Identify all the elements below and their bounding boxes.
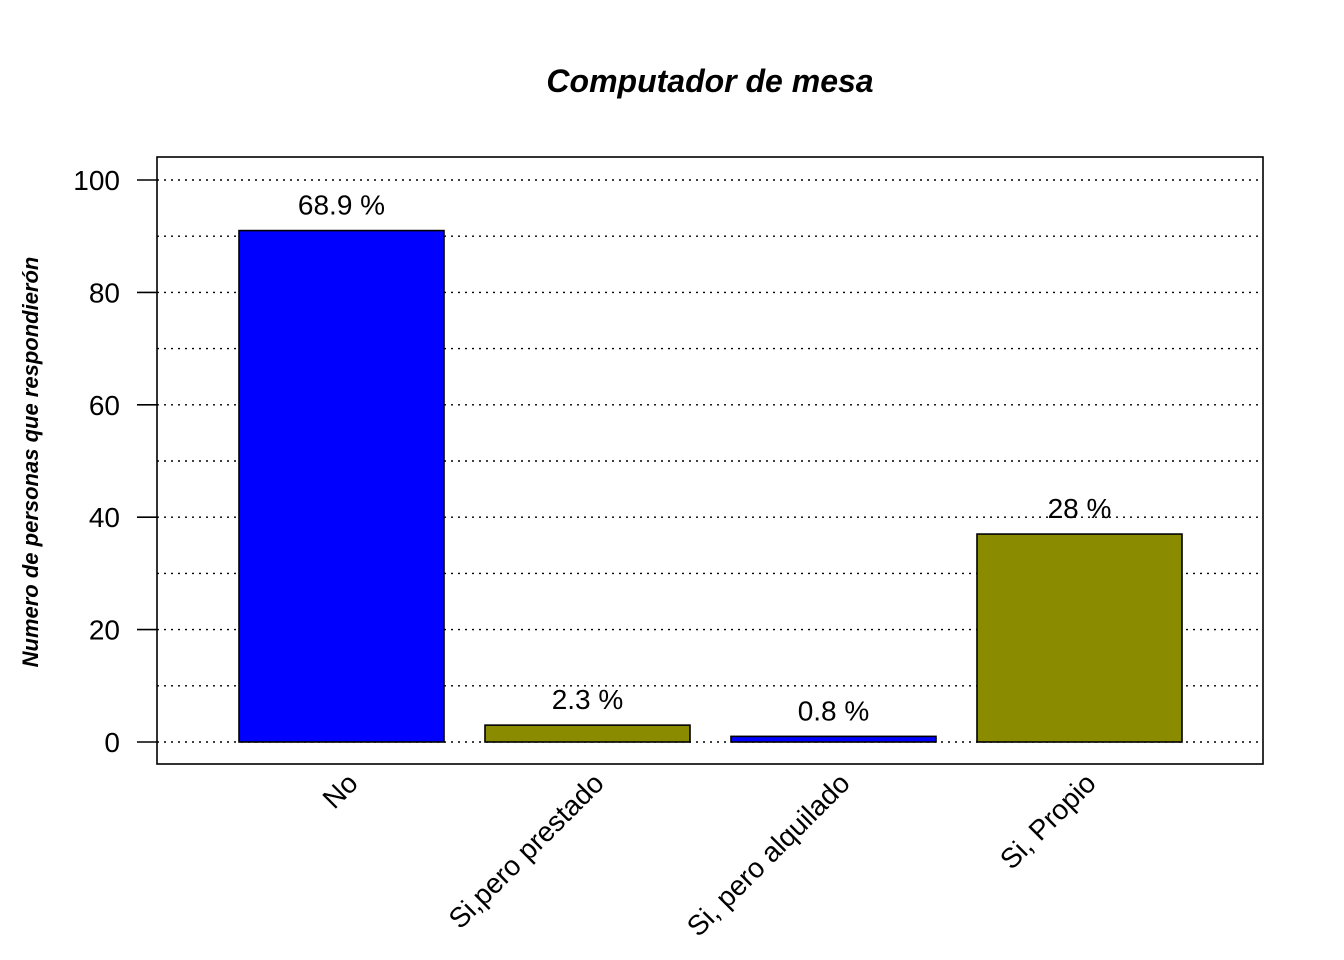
y-axis-ticks: 0 20 40 60 80 100 [73,165,157,758]
x-category-label-4: Si, Propio [994,767,1102,875]
x-category-label-2: Si,pero prestado [443,767,610,934]
plot-frame [156,156,1264,765]
data-label-4: 28 % [1048,493,1112,524]
x-category-label-1: No [317,767,364,814]
y-axis-label: Numero de personas que respondierón [18,257,43,668]
y-tick-label: 80 [89,277,120,308]
bar-2 [484,724,691,743]
data-labels: 68.9 % 2.3 % 0.8 % 28 % [298,190,1112,727]
chart-title: Computador de mesa [546,63,873,99]
grid-lines [157,179,1263,743]
bars [238,229,1183,743]
data-label-3: 0.8 % [798,695,870,726]
data-label-1: 68.9 % [298,190,385,221]
x-category-label-3: Si, pero alquilado [681,767,856,942]
bar-3 [730,735,937,743]
bar-1 [238,229,445,743]
y-tick-label: 20 [89,615,120,646]
y-tick-label: 0 [104,727,120,758]
bar-4 [976,533,1183,743]
data-label-2: 2.3 % [552,684,624,715]
x-axis-category-labels: No Si,pero prestado Si, pero alquilado Si, … [317,767,1102,942]
y-tick-label: 40 [89,502,120,533]
y-tick-label: 60 [89,390,120,421]
y-tick-label: 100 [73,165,120,196]
